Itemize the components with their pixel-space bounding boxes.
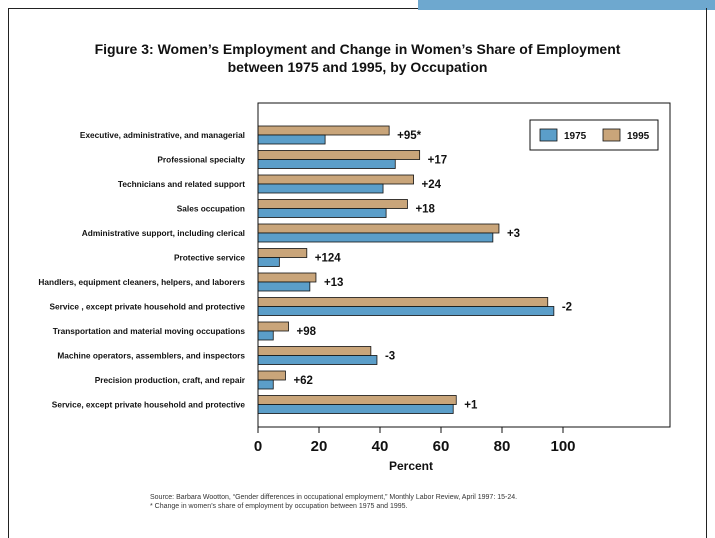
bar-1995 xyxy=(257,321,289,332)
bars xyxy=(257,125,555,414)
bar-1995 xyxy=(257,150,421,160)
category-label: Protective service xyxy=(174,253,245,263)
bar-1975 xyxy=(257,355,378,365)
change-annotation: +62 xyxy=(293,375,313,387)
legend-label: 1995 xyxy=(627,131,650,142)
change-annotation: +95* xyxy=(397,130,422,142)
category-label: Executive, administrative, and manageria… xyxy=(80,130,245,140)
header-accent-tab xyxy=(418,0,715,10)
change-annotation: +1 xyxy=(464,400,478,412)
change-annotation: +18 xyxy=(415,204,435,216)
bar-1975 xyxy=(257,281,311,292)
bar-1995 xyxy=(257,125,390,136)
category-label: Technicians and related support xyxy=(118,179,245,189)
category-label: Transportation and material moving occup… xyxy=(53,326,246,336)
category-label: Handlers, equipment cleaners, helpers, a… xyxy=(38,277,245,287)
frame-border-top xyxy=(8,8,418,9)
category-label: Administrative support, including cleric… xyxy=(82,228,245,238)
bar-1995 xyxy=(257,248,308,258)
x-axis: 0 20 40 60 80 100 Percent xyxy=(254,102,671,473)
bar-1995 xyxy=(257,297,549,307)
bar-1995 xyxy=(257,395,457,405)
legend-label: 1975 xyxy=(564,131,587,142)
change-annotation: +124 xyxy=(315,253,342,265)
category-labels: Executive, administrative, and manageria… xyxy=(38,130,245,410)
bar-1975 xyxy=(257,208,387,218)
change-annotation: +13 xyxy=(324,277,344,289)
category-label: Service , except private household and p… xyxy=(49,302,245,312)
x-axis-label: Percent xyxy=(389,459,433,473)
bar-1975 xyxy=(257,183,384,194)
bar-1975 xyxy=(257,306,555,316)
frame-border-right xyxy=(706,8,707,538)
legend-swatch xyxy=(602,128,621,142)
bar-1975 xyxy=(257,232,494,243)
bar-1975 xyxy=(257,257,280,267)
category-label: Machine operators, assemblers, and inspe… xyxy=(57,351,245,361)
x-tick-label: 40 xyxy=(372,438,389,455)
x-tick-label: 100 xyxy=(550,438,575,455)
bar-1995 xyxy=(257,272,317,283)
category-label: Precision production, craft, and repair xyxy=(95,375,246,385)
bar-1995 xyxy=(257,346,372,356)
source-note: Source: Barbara Wootton, “Gender differe… xyxy=(150,494,518,501)
legend-swatch xyxy=(539,128,558,142)
bar-1975 xyxy=(257,134,326,145)
category-label: Service, except private household and pr… xyxy=(52,400,246,410)
change-annotation: +3 xyxy=(507,228,520,240)
x-tick-label: 60 xyxy=(433,438,450,455)
x-tick-label: 20 xyxy=(311,438,328,455)
change-annotation: +98 xyxy=(297,326,317,338)
footnote: * Change in women’s share of employment … xyxy=(150,503,408,510)
change-annotation: +24 xyxy=(422,179,442,191)
chart-title-line-2: between 1975 and 1995, by Occupation xyxy=(227,59,488,75)
bar-1995 xyxy=(257,174,414,185)
change-annotations: +95* +17 +24 +18 +3 +124 +13 -2 +98 -3 +62 +1 xyxy=(293,130,572,412)
category-label: Professional specialty xyxy=(157,155,245,165)
frame-border-left xyxy=(8,8,9,538)
category-label: Sales occupation xyxy=(177,204,245,214)
chart-title-line-1: Figure 3: Women’s Employment and Change … xyxy=(94,41,621,57)
bar-1995 xyxy=(257,223,500,234)
x-tick-label: 0 xyxy=(254,438,262,455)
bar-1975 xyxy=(257,379,274,390)
bar-1975 xyxy=(257,404,454,414)
bar-1975 xyxy=(257,159,396,169)
bar-1995 xyxy=(257,199,408,209)
x-tick-label: 80 xyxy=(494,438,511,455)
change-annotation: +17 xyxy=(428,155,448,167)
change-annotation: -2 xyxy=(562,302,572,314)
legend: 1975 1995 xyxy=(529,119,659,151)
bar-1995 xyxy=(257,370,286,381)
plot-frame xyxy=(257,102,671,428)
bar-1975 xyxy=(257,330,274,341)
change-annotation: -3 xyxy=(385,351,395,363)
